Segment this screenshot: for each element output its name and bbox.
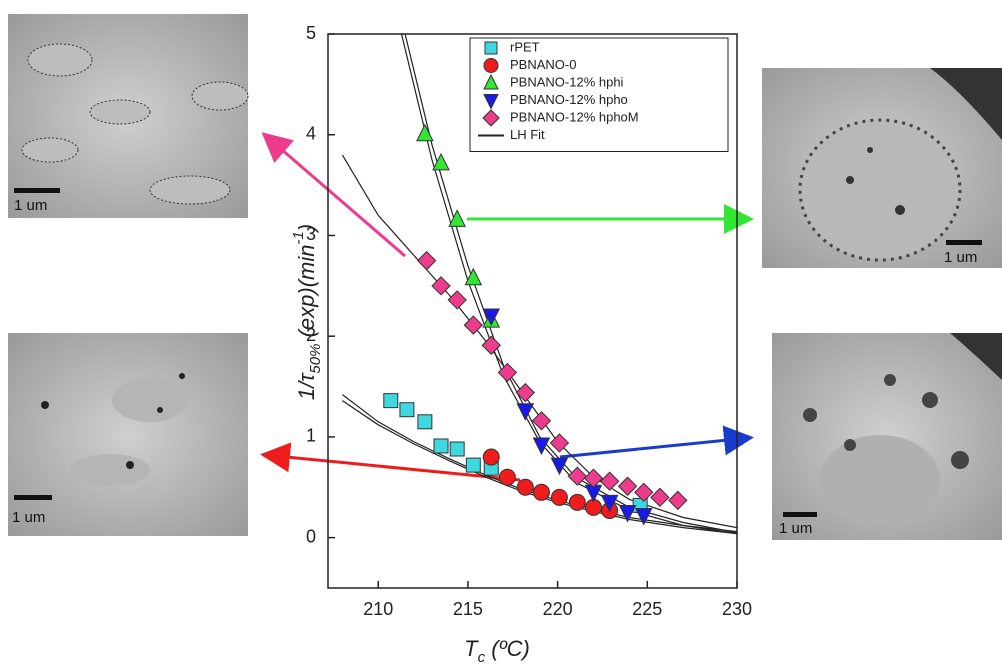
fit-line [404,34,737,534]
y-axis-title: 1/τ50% (exp)(min-1) [290,224,324,400]
point [516,403,535,421]
point [482,308,501,327]
x-tick-label: 230 [722,599,752,619]
point [463,315,484,335]
y-tick-label: 1 [306,426,316,446]
point [448,209,466,227]
point [549,433,570,453]
y-tick-label: 2 [306,325,316,345]
point [634,482,654,503]
point [515,382,536,403]
legend-marker [483,58,499,73]
label-part: ) [294,224,319,234]
point [416,123,434,142]
label-part: 1/τ [294,372,319,400]
x-tick-label: 215 [453,599,483,619]
point [399,402,415,418]
label-part: (ºC) [485,636,530,661]
label-part: T [464,636,479,661]
point [433,438,449,454]
legend-label: PBNANO-12% hphi [510,74,624,89]
arrow [260,442,521,482]
point [498,468,516,486]
point [650,487,670,508]
y-tick-label: 3 [306,224,316,244]
arrow [261,132,406,258]
point [568,493,586,511]
y-tick-label: 5 [306,23,316,43]
scale-label: 1 um [779,520,812,537]
point [600,494,619,513]
plot-marks [341,34,737,535]
point [550,488,568,506]
point [481,335,501,355]
legend-marker [484,41,498,55]
scale-label: 1 um [12,509,45,526]
y-tick-label: 4 [306,123,316,143]
tem-image: 1 um [8,14,249,218]
point [532,483,550,501]
point [532,437,551,456]
legend-label: rPET [510,39,540,54]
point [465,457,481,473]
scale-label: 1 um [14,197,47,214]
point [482,448,500,466]
x-axis-title: Tc (ºC) [464,636,530,666]
legend-label: LH Fit [510,127,545,142]
y-tick-label: 0 [306,526,316,546]
point [432,152,450,171]
label-part: c [478,649,486,666]
plot-area [327,33,738,589]
point [431,276,451,296]
legend-label: PBNANO-12% hpho [510,92,628,107]
fit-line [341,154,737,529]
scale-label: 1 um [944,249,977,266]
point [531,411,552,431]
point [634,507,653,526]
legend-marker [483,94,499,110]
point [449,441,465,457]
point [599,471,620,491]
legend-label: PBNANO-0 [510,57,576,72]
arrow [559,425,754,459]
legend-marker [483,73,499,90]
x-tick-label: 210 [363,599,393,619]
point [516,478,534,496]
x-tick-label: 225 [632,599,662,619]
point [383,393,399,409]
tem-image: 1 um [762,68,1002,268]
point [416,250,437,271]
tem-image: 1 um [772,333,1002,540]
point [668,490,688,511]
x-tick-label: 220 [543,599,573,619]
point [447,290,467,310]
tem-image: 1 um [8,333,248,536]
point [617,476,638,496]
point [497,362,518,383]
point [550,457,569,476]
point [464,267,483,286]
label-part: -1 [290,231,307,244]
point [417,414,433,430]
legend-box [469,37,729,152]
point [583,468,604,488]
label-part: (exp)(min [294,245,319,344]
point [618,504,637,523]
point [567,466,588,486]
label-part: 50% [307,344,324,374]
legend-label: PBNANO-12% hphoM [510,109,639,124]
legend-marker [482,109,500,127]
